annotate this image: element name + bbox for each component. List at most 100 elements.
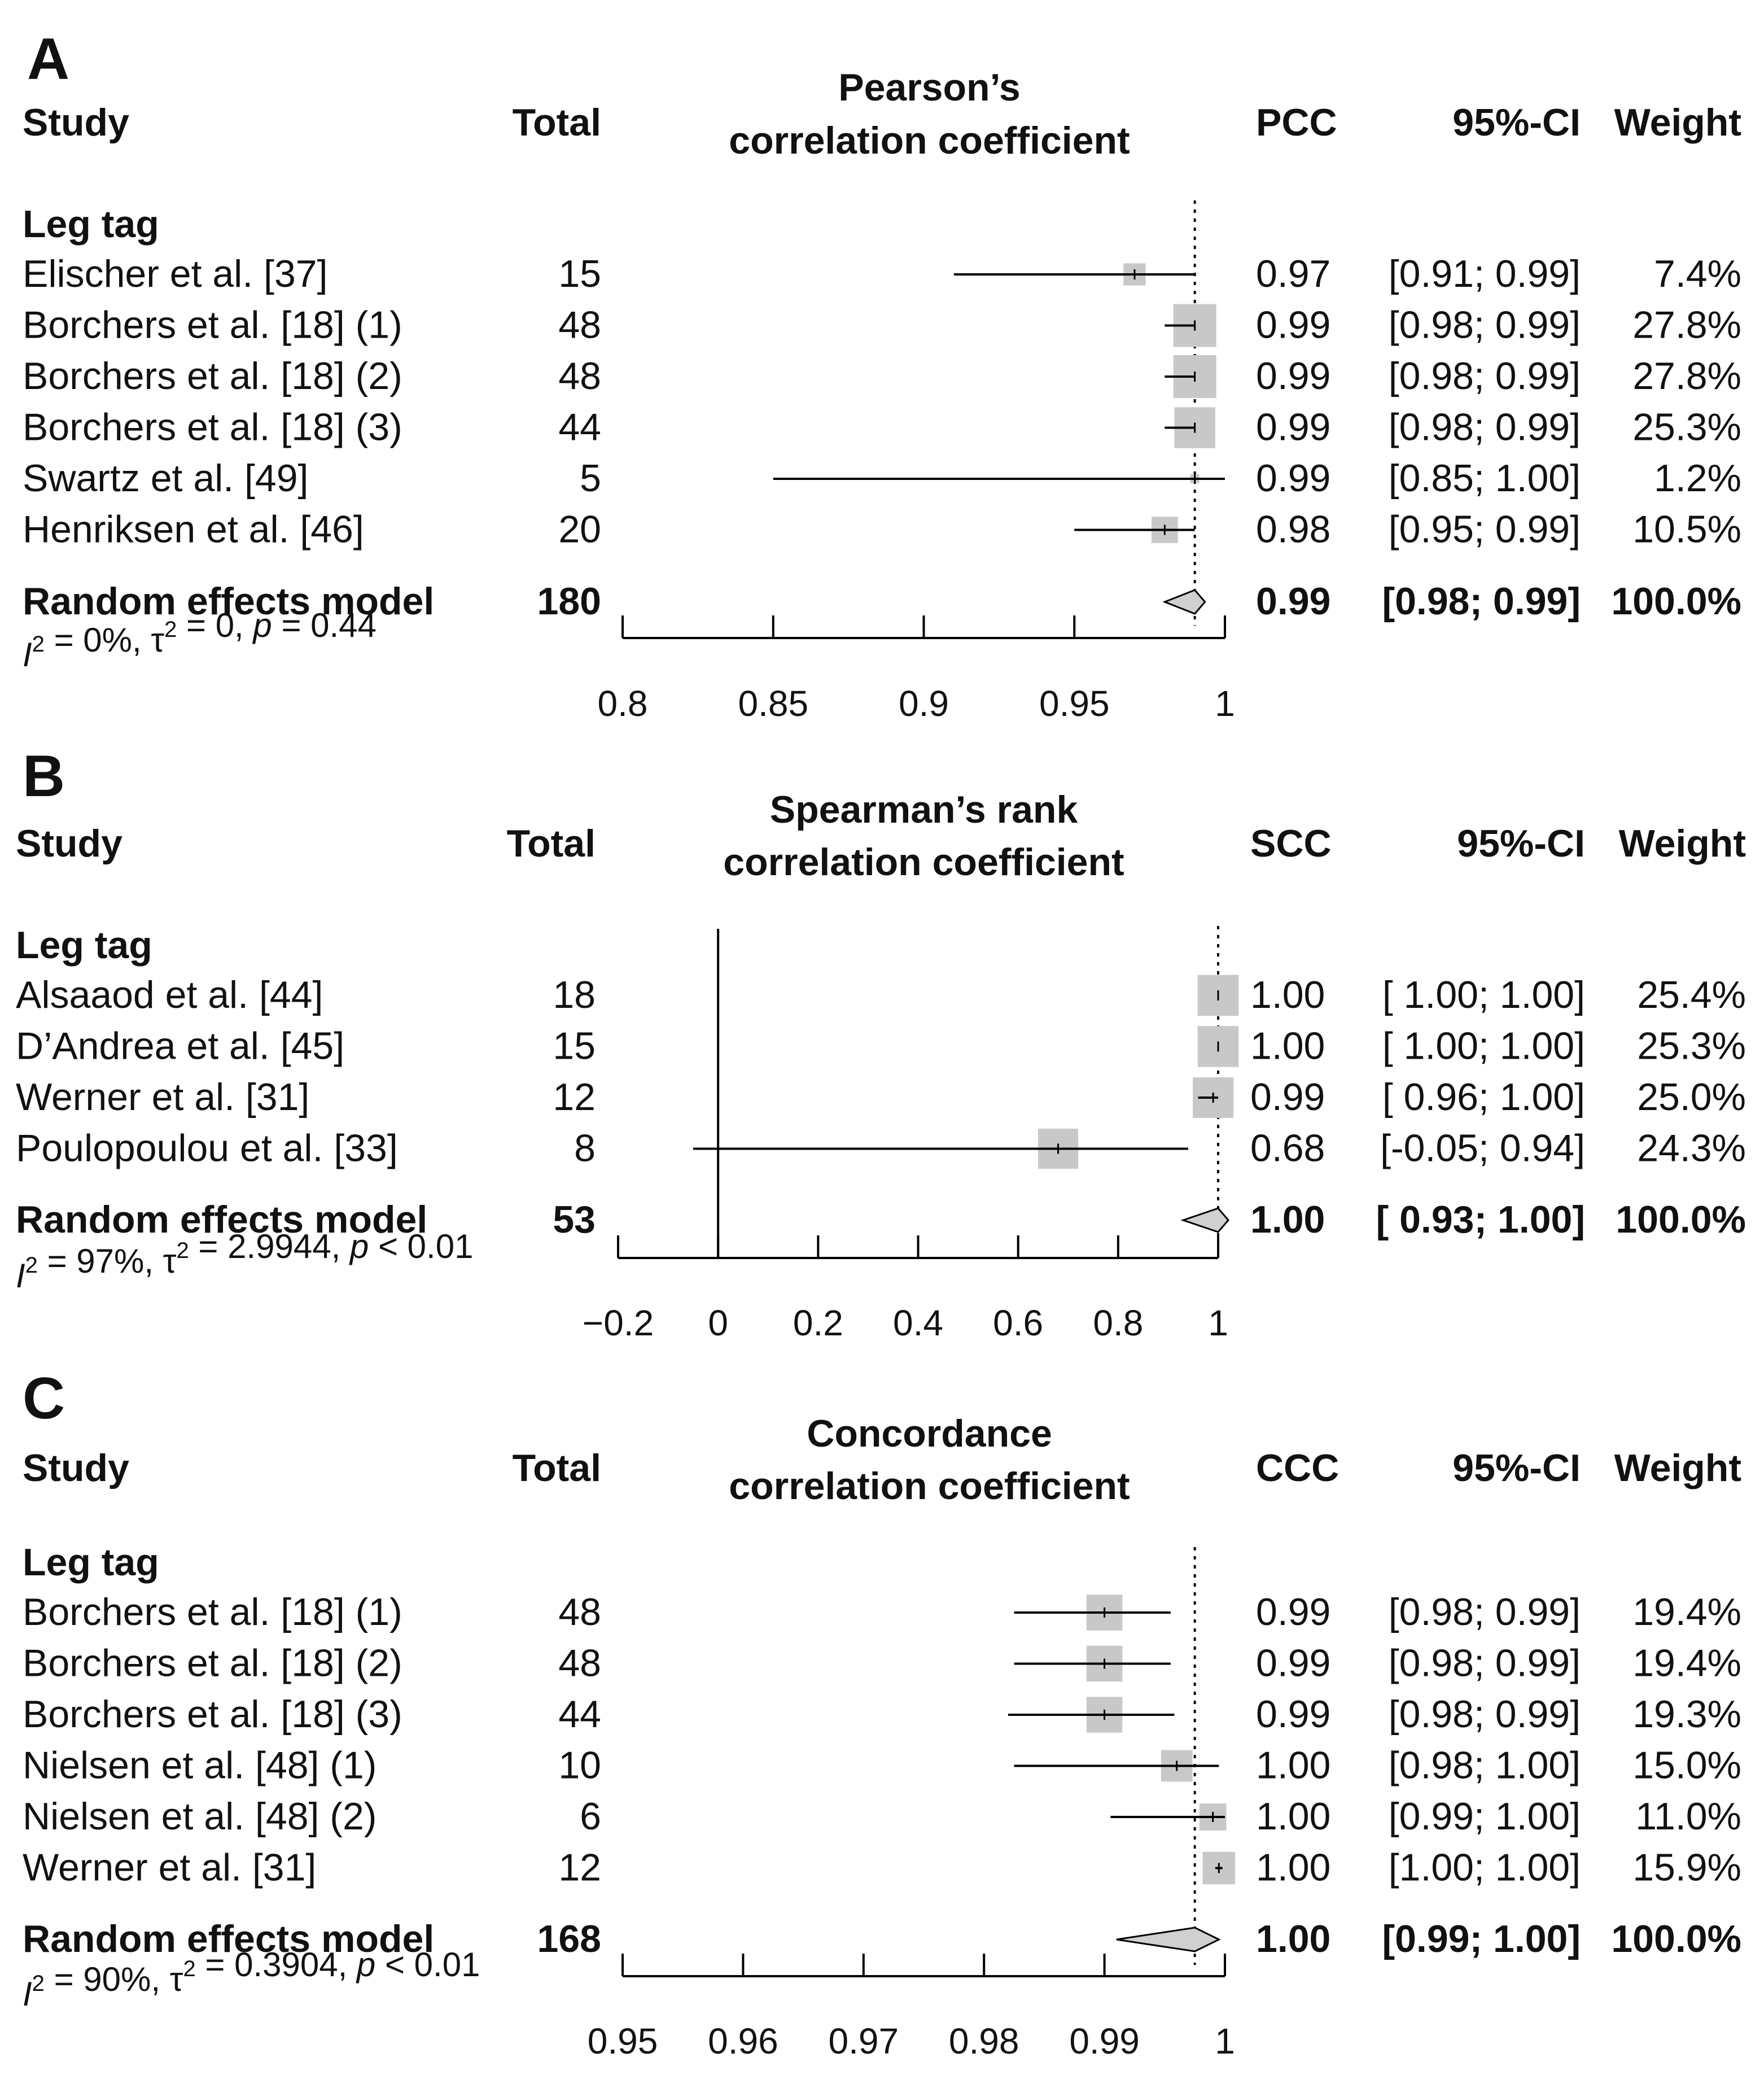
panel-c-study-estimate: 0.99 bbox=[1256, 1591, 1330, 1633]
panel-c-header-weight: Weight bbox=[1614, 1447, 1741, 1489]
panel-a-study-ci: [0.98; 0.99] bbox=[1389, 406, 1581, 449]
panel-c-study-ci: [0.98; 0.99] bbox=[1389, 1642, 1581, 1685]
panel-c-title-line1: Concordance bbox=[807, 1412, 1052, 1455]
panel-a-x-tick-label: 0.95 bbox=[1039, 683, 1110, 724]
panel-b-header-total: Total bbox=[507, 822, 596, 865]
panel-c-summary-diamond bbox=[1116, 1927, 1221, 1952]
panel-b-summary-total: 53 bbox=[553, 1198, 596, 1241]
panel-a-study-weight: 27.8% bbox=[1632, 355, 1741, 397]
panel-c-study-total: 6 bbox=[580, 1795, 601, 1838]
panel-c-x-tick-label: 0.98 bbox=[949, 2021, 1019, 2061]
panel-a-x-tick-label: 1 bbox=[1215, 683, 1235, 724]
panel-a-title-line1: Pearson’s bbox=[838, 66, 1021, 109]
panel-a-header-study: Study bbox=[23, 101, 129, 144]
panel-a-header-ci: 95%-CI bbox=[1452, 101, 1581, 144]
panel-c-study-weight: 11.0% bbox=[1635, 1795, 1741, 1838]
panel-a-study-weight: 1.2% bbox=[1654, 457, 1741, 500]
panel-c-study-weight: 19.3% bbox=[1632, 1693, 1741, 1736]
panel-a-group-label: Leg tag bbox=[23, 203, 159, 246]
panel-c-study-total: 48 bbox=[558, 1591, 601, 1633]
panel-c-header-estimate: CCC bbox=[1256, 1447, 1339, 1489]
panel-a-study-total: 20 bbox=[558, 508, 601, 551]
panel-b-study-ci: [ 1.00; 1.00] bbox=[1382, 973, 1585, 1016]
panel-b-x-tick-label: 1 bbox=[1208, 1303, 1228, 1343]
panel-a-x-tick-label: 0.9 bbox=[899, 683, 949, 724]
panel-a-study-total: 5 bbox=[580, 457, 601, 500]
panel-c-heterogeneity: I2 = 90%, τ2 = 0.3904, p < 0.01 bbox=[23, 1946, 480, 2013]
panel-a-x-tick-label: 0.85 bbox=[738, 683, 808, 724]
panel-a-study-estimate: 0.99 bbox=[1256, 355, 1330, 397]
panel-c-study-estimate: 1.00 bbox=[1256, 1846, 1330, 1889]
panel-c-study-estimate: 1.00 bbox=[1256, 1795, 1330, 1838]
panel-a-summary-weight: 100.0% bbox=[1611, 580, 1741, 623]
panel-c-study-total: 44 bbox=[558, 1693, 601, 1736]
panel-a-summary-diamond bbox=[1162, 589, 1206, 615]
panel-b-study-total: 15 bbox=[553, 1025, 596, 1068]
panel-a-study-name: Borchers et al. [18] (3) bbox=[23, 406, 402, 449]
panel-b-study-weight: 24.3% bbox=[1637, 1127, 1746, 1170]
panel-b-summary-ci: [ 0.93; 1.00] bbox=[1376, 1198, 1585, 1241]
panel-b-header-study: Study bbox=[16, 822, 122, 865]
panel-c-group-label: Leg tag bbox=[23, 1541, 159, 1584]
panel-c-study-total: 48 bbox=[558, 1642, 601, 1685]
panel-c-header-study: Study bbox=[23, 1447, 129, 1489]
panel-b-study-total: 12 bbox=[553, 1076, 596, 1119]
panel-c-header-total: Total bbox=[513, 1447, 601, 1489]
panel-c-study-name: Nielsen et al. [48] (2) bbox=[23, 1795, 377, 1838]
panel-b-x-tick-label: 0 bbox=[708, 1303, 728, 1343]
panel-c-x-tick-label: 0.99 bbox=[1069, 2021, 1140, 2061]
panel-c-x-tick-label: 1 bbox=[1215, 2021, 1235, 2061]
panel-a-x-tick-label: 0.8 bbox=[598, 683, 648, 724]
panel-a-label: A bbox=[27, 27, 69, 92]
panel-c-study-ci: [0.98; 0.99] bbox=[1389, 1591, 1581, 1633]
panel-c-study-name: Borchers et al. [18] (3) bbox=[23, 1693, 402, 1736]
panel-b-heterogeneity: I2 = 97%, τ2 = 2.9944, p < 0.01 bbox=[16, 1227, 473, 1295]
panel-c-study-ci: [0.99; 1.00] bbox=[1389, 1795, 1581, 1838]
panel-c-study-name: Werner et al. [31] bbox=[23, 1846, 316, 1889]
panel-a-study-total: 15 bbox=[558, 252, 601, 295]
panel-a-summary-estimate: 0.99 bbox=[1256, 580, 1330, 623]
panel-a-study-estimate: 0.97 bbox=[1256, 252, 1330, 295]
panel-b-x-tick-label: −0.2 bbox=[583, 1303, 654, 1343]
panel-a-study-name: Henriksen et al. [46] bbox=[23, 508, 364, 551]
panel-b-summary-weight: 100.0% bbox=[1616, 1198, 1746, 1241]
panel-b-study-ci: [ 0.96; 1.00] bbox=[1382, 1076, 1585, 1119]
panel-b-study-estimate: 0.68 bbox=[1250, 1127, 1325, 1170]
panel-a-summary-name: Random effects model bbox=[23, 580, 434, 623]
panel-a-study-total: 44 bbox=[558, 406, 601, 449]
panel-b-title-line2: correlation coefficient bbox=[723, 841, 1124, 884]
panel-b-study-ci: [-0.05; 0.94] bbox=[1380, 1127, 1585, 1170]
panel-b-study-name: Werner et al. [31] bbox=[16, 1076, 309, 1119]
panel-c-study-ci: [0.98; 0.99] bbox=[1389, 1693, 1581, 1736]
panel-c-summary-weight: 100.0% bbox=[1611, 1917, 1741, 1960]
panel-b-summary-name: Random effects model bbox=[16, 1198, 427, 1241]
panel-a-study-weight: 27.8% bbox=[1632, 304, 1741, 347]
panel-a-study-name: Elischer et al. [37] bbox=[23, 252, 327, 295]
panel-a-study-name: Borchers et al. [18] (2) bbox=[23, 355, 402, 397]
panel-c-study-weight: 15.9% bbox=[1632, 1846, 1741, 1889]
panel-b-study-name: Poulopoulou et al. [33] bbox=[16, 1127, 398, 1170]
panel-a-study-ci: [0.95; 0.99] bbox=[1389, 508, 1581, 551]
panel-c-x-tick-label: 0.96 bbox=[708, 2021, 778, 2061]
panel-a-study-weight: 7.4% bbox=[1654, 252, 1741, 295]
panel-c-study-weight: 19.4% bbox=[1632, 1642, 1741, 1685]
panel-c-study-estimate: 0.99 bbox=[1256, 1693, 1330, 1736]
panel-c-study-weight: 19.4% bbox=[1632, 1591, 1741, 1633]
panel-b-study-weight: 25.4% bbox=[1637, 973, 1746, 1016]
panel-b-x-tick-label: 0.6 bbox=[993, 1303, 1043, 1343]
panel-c-header-ci: 95%-CI bbox=[1452, 1447, 1581, 1489]
panel-c-study-name: Nielsen et al. [48] (1) bbox=[23, 1744, 377, 1787]
panel-a-summary-total: 180 bbox=[537, 580, 601, 623]
panel-a-study-ci: [0.85; 1.00] bbox=[1389, 457, 1581, 500]
panel-a-title-line2: correlation coefficient bbox=[729, 119, 1130, 162]
panel-a-header-weight: Weight bbox=[1614, 101, 1741, 144]
panel-c-study-estimate: 1.00 bbox=[1256, 1744, 1330, 1787]
panel-a-study-weight: 10.5% bbox=[1632, 508, 1741, 551]
panel-b-study-weight: 25.3% bbox=[1637, 1025, 1746, 1068]
panel-a-summary-ci: [0.98; 0.99] bbox=[1382, 580, 1581, 623]
panel-a-study-ci: [0.98; 0.99] bbox=[1389, 355, 1581, 397]
panel-a-study-ci: [0.91; 0.99] bbox=[1389, 252, 1581, 295]
panel-a-study-weight: 25.3% bbox=[1632, 406, 1741, 449]
panel-b-study-name: D’Andrea et al. [45] bbox=[16, 1025, 344, 1068]
